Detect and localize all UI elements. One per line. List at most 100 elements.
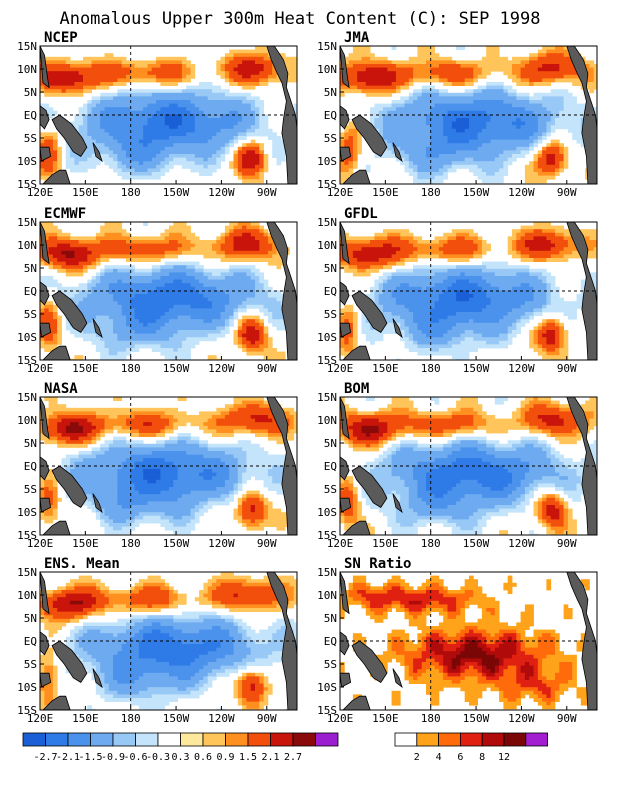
heatmap-cell (113, 276, 118, 280)
heatmap-cell (250, 82, 256, 86)
heatmap-cell (246, 56, 252, 61)
heatmap-cell (216, 92, 221, 97)
heatmap-cell (499, 172, 504, 176)
heatmap-cell (104, 110, 110, 115)
heatmap-cell (207, 322, 213, 327)
heatmap-cell (507, 64, 513, 68)
heatmap-cell (229, 276, 234, 280)
heatmap-cell (203, 121, 209, 126)
heatmap-cell (542, 125, 547, 130)
heatmap-cell (104, 297, 110, 302)
heatmap-cell (460, 128, 466, 133)
heatmap-cell (104, 319, 110, 324)
heatmap-cell (40, 172, 45, 176)
heatmap-cell (169, 294, 174, 298)
heatmap-cell (567, 64, 573, 68)
heatmap-cell (190, 232, 196, 237)
heatmap-cell (524, 172, 530, 176)
heatmap-cell (237, 229, 243, 234)
heatmap-cell (224, 143, 230, 148)
heatmap-cell (220, 136, 226, 140)
heatmap-cell (57, 243, 62, 248)
heatmap-cell (559, 121, 564, 126)
heatmap-cell (181, 301, 187, 306)
heatmap-cell (181, 114, 187, 119)
heatmap-cell (259, 110, 264, 115)
heatmap-cell (151, 258, 157, 262)
heatmap-cell (190, 85, 196, 90)
heatmap-cell (95, 286, 101, 291)
heatmap-cell (546, 168, 552, 173)
heatmap-cell (352, 132, 358, 137)
heatmap-cell (255, 294, 260, 298)
heatmap-cell (40, 222, 45, 226)
heatmap-cell (151, 340, 157, 345)
heatmap-cell (52, 326, 58, 331)
heatmap-cell (216, 71, 221, 76)
heatmap-cell (352, 71, 358, 76)
heatmap-cell (147, 258, 153, 262)
heatmap-cell (237, 103, 243, 108)
heatmap-cell (121, 301, 127, 306)
heatmap-cell (169, 322, 174, 327)
heatmap-cell (113, 150, 118, 155)
heatmap-cell (361, 78, 367, 83)
heatmap-cell (378, 85, 384, 90)
heatmap-cell (65, 232, 71, 237)
heatmap-cell (563, 121, 569, 126)
heatmap-cell (344, 125, 349, 130)
heatmap-cell (164, 344, 170, 349)
heatmap-cell (391, 114, 397, 119)
heatmap-cell (164, 114, 170, 119)
heatmap-cell (203, 308, 209, 313)
heatmap-cell (589, 78, 595, 83)
heatmap-cell (160, 161, 166, 166)
heatmap-cell (477, 143, 483, 148)
heatmap-cell (87, 164, 92, 169)
heatmap-cell (181, 161, 187, 166)
heatmap-cell (542, 114, 547, 119)
heatmap-cell (203, 139, 209, 144)
heatmap-cell (434, 56, 440, 61)
heatmap-cell (426, 74, 431, 79)
heatmap-cell (57, 164, 62, 169)
heatmap-cell (516, 96, 521, 101)
heatmap-cell (151, 168, 157, 173)
heatmap-cell (130, 250, 135, 255)
heatmap-cell (507, 110, 513, 115)
heatmap-cell (443, 78, 448, 83)
heatmap-cell (537, 53, 543, 58)
heatmap-cell (413, 143, 418, 148)
heatmap-cell (451, 143, 457, 148)
heatmap-cell (520, 92, 526, 97)
heatmap-cell (512, 132, 517, 137)
heatmap-cell (126, 164, 131, 169)
heatmap-cell (426, 85, 431, 90)
heatmap-cell (156, 301, 161, 306)
heatmap-cell (216, 286, 221, 291)
heatmap-cell (408, 74, 414, 79)
heatmap-cell (194, 276, 200, 280)
heatmap-cell (490, 100, 496, 104)
heatmap-cell (533, 100, 539, 104)
heatmap-cell (555, 103, 560, 108)
heatmap-field (40, 222, 297, 360)
heatmap-cell (78, 110, 84, 115)
heatmap-cell (138, 114, 144, 119)
heatmap-cell (593, 74, 597, 79)
heatmap-cell (156, 290, 161, 295)
heatmap-cell (259, 121, 264, 126)
heatmap-cell (207, 301, 213, 306)
heatmap-cell (255, 172, 260, 176)
heatmap-cell (104, 340, 110, 345)
heatmap-cell (207, 164, 213, 169)
heatmap-cell (481, 71, 487, 76)
heatmap-cell (490, 92, 496, 97)
heatmap-cell (456, 107, 461, 112)
heatmap-cell (194, 297, 200, 302)
heatmap-cell (516, 128, 521, 133)
heatmap-cell (255, 164, 260, 169)
heatmap-cell (267, 67, 273, 72)
heatmap-cell (344, 132, 349, 137)
heatmap-cell (186, 243, 191, 248)
